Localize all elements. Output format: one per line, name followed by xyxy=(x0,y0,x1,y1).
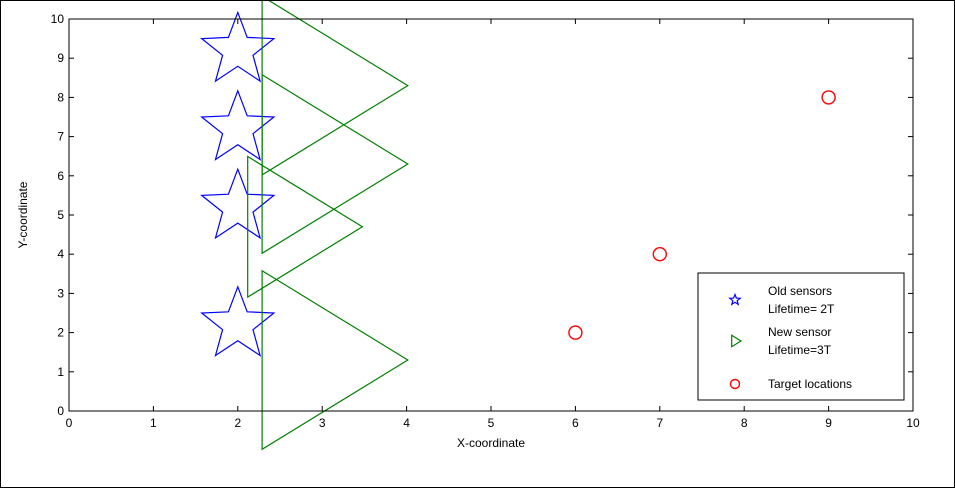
y-tick-label: 5 xyxy=(57,208,64,222)
legend-marker-3 xyxy=(729,378,741,390)
y-tick-label: 9 xyxy=(57,51,64,65)
y-tick-label: 1 xyxy=(57,365,64,379)
y-tick-label: 4 xyxy=(57,247,64,261)
y-tick-label: 6 xyxy=(57,169,64,183)
legend-label-1: Old sensors Lifetime= 2T xyxy=(768,284,835,316)
series-1-point xyxy=(200,167,276,240)
legend-label-3: Target locations xyxy=(768,377,852,391)
series-1-point xyxy=(200,285,276,357)
series-2-point xyxy=(261,269,409,451)
x-tick-label: 7 xyxy=(656,416,663,430)
x-tick-label: 5 xyxy=(488,416,495,430)
x-tick-label: 2 xyxy=(234,416,241,430)
x-tick-label: 4 xyxy=(403,416,410,430)
y-axis-label: Y-coordinate xyxy=(16,181,30,248)
series-3-point xyxy=(652,246,667,262)
legend-marker-1 xyxy=(728,292,742,306)
series-2-point xyxy=(247,155,364,299)
x-tick-label: 8 xyxy=(741,416,748,430)
x-axis-label: X-coordinate xyxy=(457,436,525,450)
y-tick-label: 8 xyxy=(57,90,64,104)
chart-marks xyxy=(200,0,836,451)
series-3-point xyxy=(821,90,836,105)
y-tick-label: 10 xyxy=(51,12,65,26)
series-1-point xyxy=(200,89,276,161)
x-tick-label: 3 xyxy=(319,416,326,430)
x-tick-label: 1 xyxy=(150,416,157,430)
series-3-point xyxy=(568,325,583,340)
x-axis: 0 1 2 3 4 5 6 7 8 9 10 xyxy=(66,19,920,430)
y-tick-label: 7 xyxy=(57,130,64,144)
y-tick-label: 2 xyxy=(57,326,64,340)
series-2-point xyxy=(261,73,409,255)
x-tick-label: 9 xyxy=(825,416,832,430)
y-tick-label: 0 xyxy=(57,404,64,418)
legend-label-2: New sensor Lifetime=3T xyxy=(768,325,832,357)
y-axis: 0 1 2 3 4 5 6 7 8 9 10 xyxy=(51,12,913,418)
series-1-point xyxy=(200,10,276,83)
legend: Old sensors Lifetime= 2T New sensor Lifetim… xyxy=(697,272,905,401)
y-tick-label: 3 xyxy=(57,286,64,300)
x-tick-label: 10 xyxy=(906,416,920,430)
legend-box xyxy=(697,272,905,401)
legend-marker-2 xyxy=(731,334,743,348)
x-tick-label: 0 xyxy=(66,416,73,430)
x-tick-label: 6 xyxy=(572,416,579,430)
